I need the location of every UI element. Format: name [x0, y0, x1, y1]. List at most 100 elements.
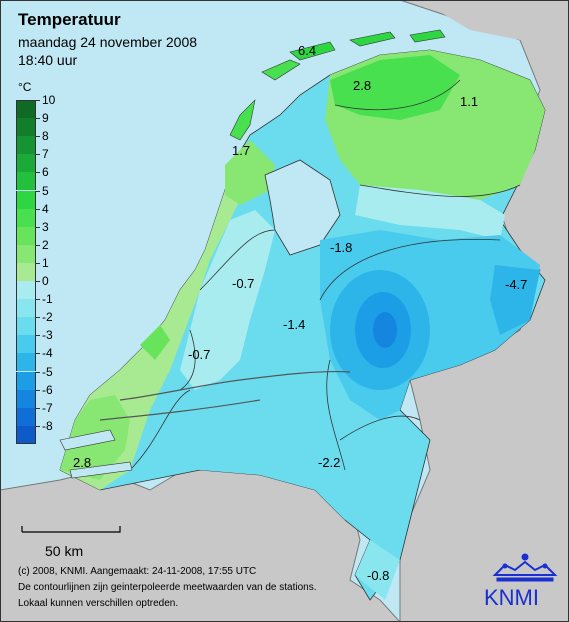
- zone-south-minus2: [170, 400, 345, 520]
- legend-tick: [36, 100, 40, 101]
- legend-swatch: [16, 226, 36, 245]
- westerschelde: [69, 461, 133, 479]
- legend-swatch: [16, 118, 36, 137]
- legend-swatch: [16, 317, 36, 336]
- legend-label: -6: [42, 382, 53, 397]
- map-title: Temperatuur: [18, 10, 121, 29]
- station-value: -1.8: [330, 240, 352, 255]
- legend-tick: [36, 299, 40, 301]
- legend-label: 3: [42, 219, 49, 234]
- zone-minus4-east: [490, 265, 540, 335]
- station-value: -0.7: [188, 347, 210, 362]
- legend-tick: [36, 136, 40, 138]
- legend-tick: [36, 262, 40, 264]
- zone-minus6: [373, 312, 397, 348]
- legend-tick: [36, 190, 40, 192]
- legend-label: -3: [42, 328, 53, 343]
- legend-swatch: [16, 262, 36, 281]
- island-terschelling: [289, 41, 336, 61]
- station-value: -1.4: [283, 317, 305, 332]
- scale-bar: 50 km: [21, 526, 121, 559]
- legend-swatch: [16, 244, 36, 263]
- logo-text: KNMI: [484, 585, 539, 610]
- island-vlieland: [261, 59, 301, 81]
- island-schiermonnikoog: [409, 29, 446, 43]
- legend-tick: [36, 172, 40, 174]
- crown-icon: [492, 553, 558, 582]
- legend-tick: [36, 407, 40, 409]
- legend-tick: [36, 317, 40, 319]
- legend-label: 6: [42, 165, 49, 180]
- station-value: -4.7: [505, 277, 527, 292]
- legend-swatch: [16, 190, 36, 209]
- map-date: maandag 24 november 2008: [18, 34, 198, 50]
- station-value: 2.8: [73, 455, 91, 470]
- north-land: [420, 0, 569, 40]
- zone-plus3-west: [140, 325, 170, 360]
- legend-label: 10: [42, 93, 56, 107]
- legend-swatch: [16, 371, 36, 390]
- legend-swatch: [16, 154, 36, 173]
- legend-swatch: [16, 172, 36, 191]
- legend-swatch: [16, 100, 36, 119]
- legend-unit: °C: [18, 80, 32, 94]
- legend-label: -7: [42, 400, 53, 415]
- station-value: -0.8: [367, 568, 389, 583]
- station-value: 2.8: [353, 78, 371, 93]
- legend-label: 2: [42, 237, 49, 252]
- legend-swatch: [16, 353, 36, 372]
- legend-label: 5: [42, 183, 49, 198]
- footer-note-2: Lokaal kunnen verschillen optreden.: [18, 598, 179, 609]
- zone-0-west: [180, 210, 275, 390]
- legend-label: 8: [42, 129, 49, 144]
- legend-swatch: [16, 407, 36, 426]
- station-value: -0.7: [232, 276, 254, 291]
- rivers: [99, 370, 351, 421]
- legend-swatch: [16, 389, 36, 408]
- legend-label: 9: [42, 111, 49, 126]
- legend-tick: [36, 335, 40, 337]
- zone-north-0: [355, 185, 505, 240]
- scale-label: 50 km: [45, 543, 83, 559]
- footer-copyright: (c) 2008, KNMI. Aangemaakt: 24-11-2008, …: [18, 566, 257, 577]
- station-value: -2.2: [318, 455, 340, 470]
- legend-swatch: [16, 335, 36, 354]
- legend-label: 7: [42, 147, 49, 162]
- zone-northholland: [225, 140, 275, 205]
- legend-label: -5: [42, 364, 53, 379]
- oosterschelde: [59, 429, 116, 451]
- legend-swatch: [16, 208, 36, 227]
- legend-tick: [36, 353, 40, 355]
- legend-tick: [36, 154, 40, 156]
- station-labels: 6.4 2.8 1.1 1.7 -1.8 -4.7 -0.7 -1.4 -0.7…: [73, 43, 527, 583]
- legend-swatch: [16, 281, 36, 300]
- legend-swatch: [16, 136, 36, 155]
- legend-label: -4: [42, 346, 53, 361]
- map-time: 18:40 uur: [18, 52, 78, 68]
- legend-label: 1: [42, 255, 49, 270]
- legend-label: -1: [42, 292, 53, 307]
- legend-tick: [36, 226, 40, 228]
- zone-north-plus4: [330, 55, 460, 120]
- legend-tick: [36, 281, 40, 282]
- legend-label: 4: [42, 201, 49, 216]
- knmi-logo: KNMI: [484, 553, 558, 610]
- footer-note-1: De contourlijnen zijn geinterpoleerde me…: [18, 582, 317, 593]
- zone-limburg: [355, 540, 400, 600]
- legend-swatch: [16, 299, 36, 318]
- legend-label: 0: [42, 274, 49, 288]
- island-texel: [229, 99, 256, 141]
- legend-tick: [36, 244, 40, 246]
- island-ameland: [349, 31, 396, 47]
- legend-tick: [36, 208, 40, 210]
- legend-label: -8: [42, 418, 53, 433]
- legend-swatch: [16, 425, 36, 444]
- legend-tick: [36, 371, 40, 373]
- station-value: 1.7: [232, 143, 250, 158]
- legend-label: -2: [42, 310, 53, 325]
- legend-tick: [36, 389, 40, 391]
- station-value: 6.4: [298, 43, 316, 58]
- legend-tick: [36, 425, 40, 427]
- station-value: 1.1: [460, 94, 478, 109]
